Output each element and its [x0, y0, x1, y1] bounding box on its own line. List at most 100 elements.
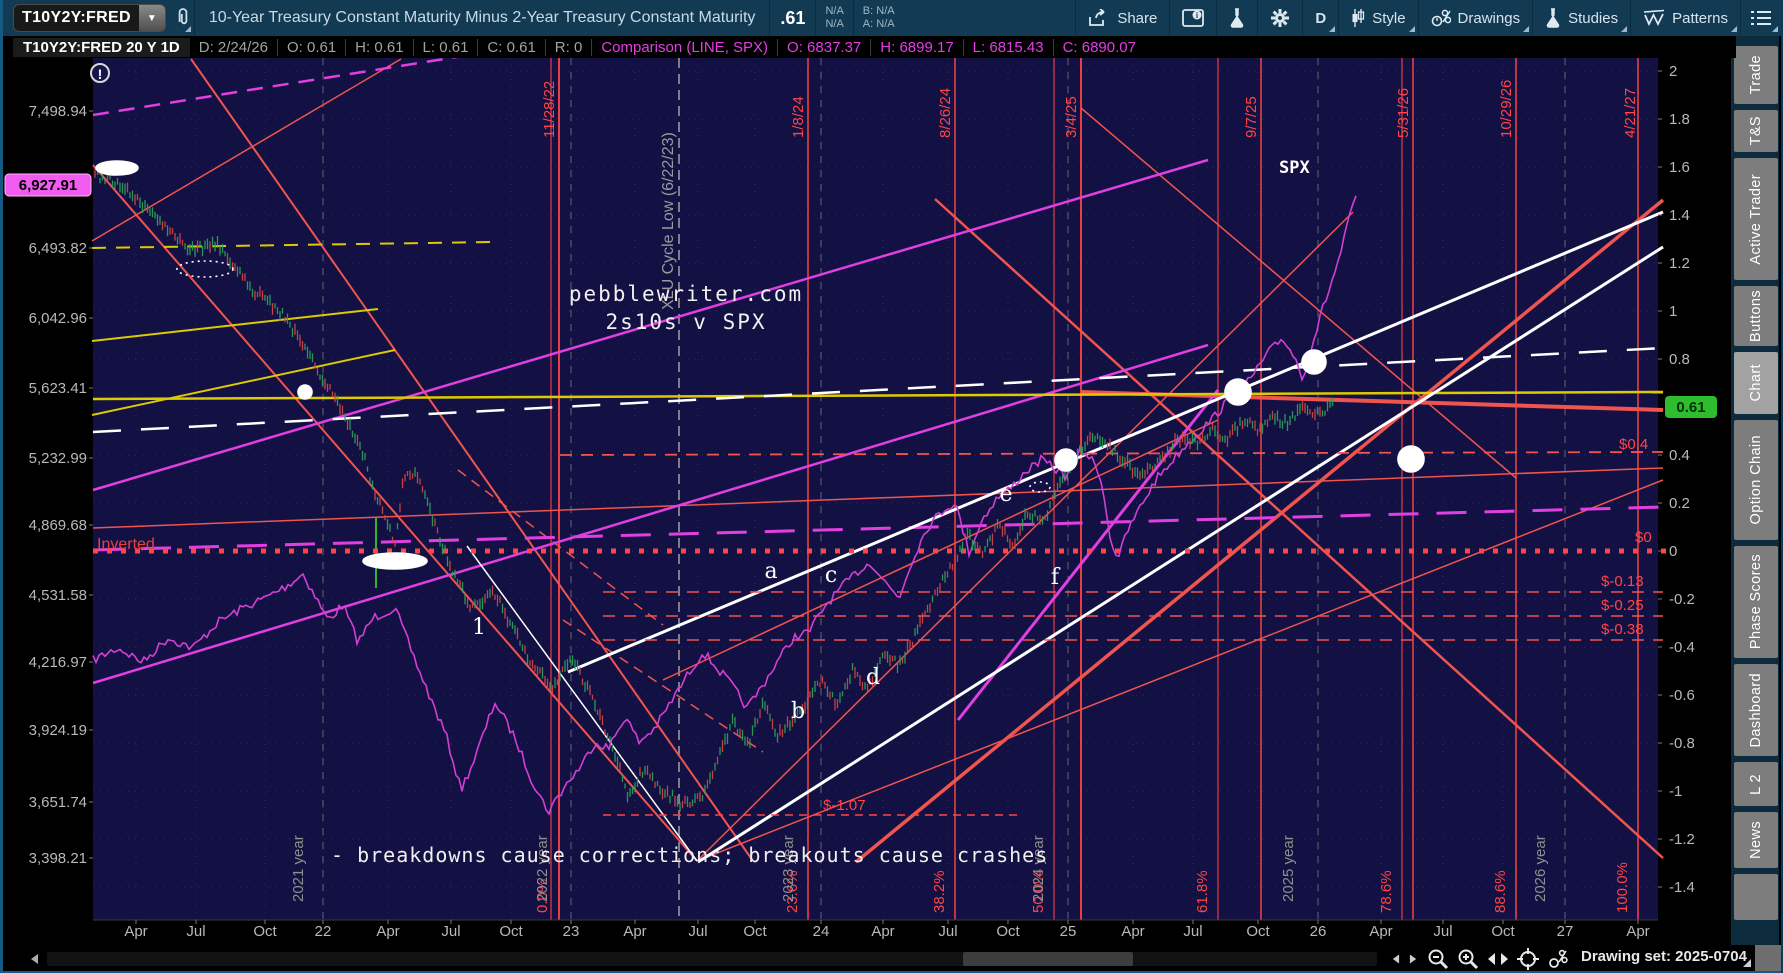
drawing-tools-button[interactable]: [1545, 947, 1571, 971]
svg-text:-0.2: -0.2: [1669, 591, 1695, 608]
t10y2y-last-price-badge: 0.61: [1665, 396, 1717, 418]
sidebar-tab-news[interactable]: News: [1734, 812, 1778, 868]
spx-series-label: SPX: [1279, 158, 1310, 178]
sidebar-tab-phase-scores[interactable]: Phase Scores: [1734, 546, 1778, 658]
pan-left-button[interactable]: [1387, 947, 1403, 971]
svg-text:1.4: 1.4: [1669, 207, 1690, 224]
svg-text:Jul: Jul: [1183, 923, 1202, 940]
crosshair-icon: [1517, 948, 1539, 970]
chart-describer-button[interactable]: i: [1170, 0, 1216, 36]
fit-width-button[interactable]: [1485, 947, 1511, 971]
link-charts-button[interactable]: [172, 0, 194, 36]
zoom-out-button[interactable]: [1425, 947, 1451, 971]
symbol-input[interactable]: T10Y2Y:FRED ▼: [13, 4, 166, 32]
svg-text:Jul: Jul: [938, 923, 957, 940]
timeframe-button[interactable]: D: [1303, 0, 1338, 36]
svg-text:2024 year: 2024 year: [1030, 835, 1047, 902]
toolbar-separator: [1216, 0, 1218, 36]
sidebar-tab-t-s[interactable]: T&S: [1734, 110, 1778, 152]
svg-text:!: !: [98, 66, 103, 82]
svg-text:0.61: 0.61: [1676, 399, 1705, 416]
spx-series[interactable]: [92, 195, 1357, 816]
svg-text:3,398.21: 3,398.21: [29, 850, 87, 867]
svg-text:d: d: [866, 665, 880, 690]
style-button[interactable]: Style: [1339, 0, 1417, 36]
svg-text:11/28/22: 11/28/22: [541, 81, 558, 138]
ellipse-annotations[interactable]: [95, 160, 1425, 570]
t10y2y-candles[interactable]: [94, 168, 1334, 812]
svg-text:Jul: Jul: [186, 923, 205, 940]
fib-date-vlines[interactable]: [550, 58, 1639, 920]
bottom-bar: Drawing set: 2025-0704: [3, 945, 1781, 973]
style-label: Style: [1372, 9, 1406, 27]
xlu-cycle-low-label: XLU Cycle Low (6/22/23): [660, 132, 677, 310]
sidebar-tab-chart[interactable]: Chart: [1734, 352, 1778, 414]
chart-canvas[interactable]: 11/28/22 1/8/24 8/26/24 3/4/25 9/7/25 5/31/26…: [3, 36, 1736, 967]
svg-text:e: e: [999, 482, 1012, 507]
sidebar-tab-label: News: [1748, 821, 1764, 859]
crosshair-mode-button[interactable]: [1515, 947, 1541, 971]
hamburger-menu-icon: [1751, 11, 1771, 25]
toolbar-separator: [1302, 0, 1304, 36]
svg-text:pebblewriter.com: pebblewriter.com: [569, 282, 803, 306]
drawings-button[interactable]: Drawings: [1419, 0, 1533, 36]
svg-text:1.8: 1.8: [1669, 111, 1690, 128]
svg-text:8/26/24: 8/26/24: [937, 88, 954, 138]
inverted-label: Inverted: [97, 536, 155, 553]
resize-grip[interactable]: [1755, 945, 1781, 971]
comparison-label[interactable]: Comparison (LINE, SPX): [591, 38, 777, 56]
svg-text:3,924.19: 3,924.19: [29, 722, 87, 739]
drawing-set-expander[interactable]: [1743, 959, 1751, 967]
pan-right-button[interactable]: [1405, 947, 1421, 971]
chart-settings-button[interactable]: [1258, 0, 1302, 36]
sidebar-tab-option-chain[interactable]: Option Chain: [1734, 420, 1778, 540]
last-value: .61: [780, 7, 806, 28]
sidebar-tab-label: Chart: [1748, 364, 1764, 402]
svg-text:100.0%: 100.0%: [1614, 862, 1631, 913]
svg-text:4,869.68: 4,869.68: [29, 517, 87, 534]
svg-text:88.6%: 88.6%: [1492, 870, 1509, 913]
sidebar-tab-trade[interactable]: Trade: [1734, 46, 1778, 104]
bid-ask-stats: B: N/A A: N/A: [854, 5, 904, 31]
left-arrow-icon: [31, 954, 38, 964]
share-button[interactable]: Share: [1076, 0, 1169, 36]
sidebar-tab-label: Trade: [1748, 55, 1764, 95]
scroll-left-button[interactable]: [25, 947, 43, 971]
chart-ohlc-header: T10Y2Y:FRED 20 Y 1D D: 2/24/26 O: 0.61 H…: [3, 36, 1736, 58]
symbol-dropdown-icon[interactable]: ▼: [138, 5, 165, 31]
patterns-button[interactable]: Patterns: [1631, 0, 1740, 36]
sidebar-tab-buttons[interactable]: Buttons: [1734, 286, 1778, 346]
svg-text:Oct: Oct: [1246, 923, 1270, 940]
sidebar-tab-blank-10[interactable]: [1734, 874, 1778, 920]
svg-text:4,216.97: 4,216.97: [29, 654, 87, 671]
analysis-tools-button[interactable]: [1217, 0, 1257, 36]
studies-button[interactable]: Studies: [1533, 0, 1630, 36]
alert-icon[interactable]: !: [90, 63, 110, 83]
chart-scrollbar-track[interactable]: [47, 952, 1377, 966]
svg-text:1: 1: [1669, 303, 1677, 320]
svg-text:1.2: 1.2: [1669, 255, 1690, 272]
toolbar-separator: [1630, 0, 1632, 36]
drawing-set-label[interactable]: Drawing set: 2025-0704: [1581, 948, 1747, 965]
sidebar-tab-label: Buttons: [1748, 290, 1764, 342]
sidebar-tab-l-2[interactable]: L 2: [1734, 762, 1778, 806]
drawing-tools-icon: [1549, 949, 1568, 968]
ohlc-high: H: 0.61: [345, 38, 412, 56]
chart-menu-button[interactable]: [1741, 0, 1781, 36]
sidebar-tab-label: Active Trader: [1748, 173, 1764, 265]
svg-text:Oct: Oct: [996, 923, 1020, 940]
trendlines[interactable]: [91, 38, 1671, 864]
sidebar-tab-active-trader[interactable]: Active Trader: [1734, 158, 1778, 280]
ohlc-open: O: 0.61: [276, 38, 345, 56]
svg-text:27: 27: [1557, 923, 1574, 940]
svg-text:50.0%: 50.0%: [1030, 870, 1047, 913]
chart-scrollbar-thumb[interactable]: [963, 952, 1133, 966]
svg-text:0.8: 0.8: [1669, 351, 1690, 368]
svg-text:9/7/25: 9/7/25: [1243, 96, 1260, 138]
share-label: Share: [1117, 9, 1158, 27]
svg-text:10/29/26: 10/29/26: [1498, 80, 1515, 138]
zoom-in-button[interactable]: [1455, 947, 1481, 971]
info-panel-icon: i: [1182, 9, 1205, 27]
sidebar-tab-dashboard[interactable]: Dashboard: [1734, 664, 1778, 756]
